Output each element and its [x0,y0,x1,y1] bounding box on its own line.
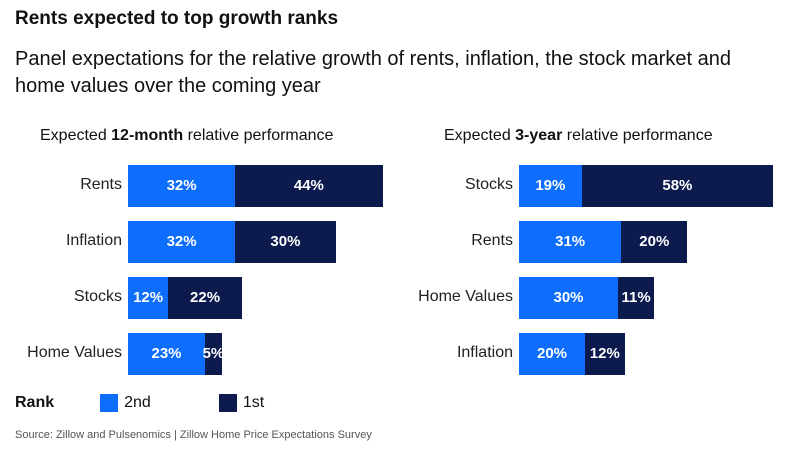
source-note: Source: Zillow and Pulsenomics | Zillow … [15,429,372,441]
bar-segment-2nd [519,165,582,207]
panel-title-suffix: relative performance [562,127,713,144]
bar-segment-1st [585,333,625,375]
panel-title-bold: 3-year [515,127,563,144]
panel-title-3-year: Expected 3-year relative performance [444,127,713,145]
bar-segment-2nd [519,277,618,319]
bar-segment-1st [205,333,222,375]
category-label: Home Values [418,288,513,305]
bar-value-label: 20% [639,233,670,250]
legend-swatch-2nd [100,394,119,412]
category-label: Inflation [65,232,122,249]
legend-title: Rank [15,394,55,411]
category-label: Home Values [27,344,122,361]
bar-segment-2nd [519,333,585,375]
bar-value-label: 12% [589,345,620,362]
bar-segment-2nd [128,277,169,319]
bar-value-label: 5% [202,345,225,362]
panel-title-12-month: Expected 12-month relative performance [40,127,333,145]
bar-segment-1st [621,221,688,263]
bar-segment-2nd [128,165,236,207]
bar-segment-1st [235,221,336,263]
chart-subtitle: Panel expectations for the relative grow… [15,48,731,97]
bar-value-label: 12% [133,289,164,306]
bar-segment-1st [581,165,774,207]
category-label: Rents [471,232,513,249]
bar-segment-1st [235,165,383,207]
bar-segment-2nd [128,221,236,263]
bar-value-label: 11% [621,289,651,306]
chart-title: Rents expected to top growth ranks [15,8,339,29]
bar-value-label: 32% [166,177,197,194]
bar-segment-2nd [128,333,206,375]
bar-value-label: 23% [151,345,182,362]
bar-value-label: 31% [555,233,586,250]
bar-value-label: 58% [662,177,693,194]
legend-item-1st: 1st [218,394,265,412]
panel-title-bold: 12-month [111,127,184,144]
legend: Rank 2nd 1st [15,392,332,414]
category-label: Rents [80,176,122,193]
legend-label-2nd: 2nd [124,394,151,411]
bar-value-label: 19% [535,177,566,194]
bar-segment-1st [168,277,242,319]
bar-segment-1st [618,277,655,319]
legend-swatch-1st [218,394,237,412]
bar-value-label: 30% [553,289,584,306]
panel-title-prefix: Expected [40,127,112,144]
bar-value-label: 30% [270,233,301,250]
legend-label-1st: 1st [242,394,265,411]
bar-value-label: 20% [536,345,568,362]
bar-value-label: 44% [293,177,324,194]
legend-item-2nd: 2nd [100,394,151,412]
bar-value-label: 22% [190,289,221,306]
category-label: Inflation [456,344,513,361]
bar-segment-2nd [519,221,622,263]
bar-value-label: 32% [166,233,197,250]
panel-title-prefix: Expected [444,127,516,144]
category-label: Stocks [464,176,513,193]
category-label: Stocks [73,288,122,305]
panel-title-suffix: relative performance [183,127,334,144]
